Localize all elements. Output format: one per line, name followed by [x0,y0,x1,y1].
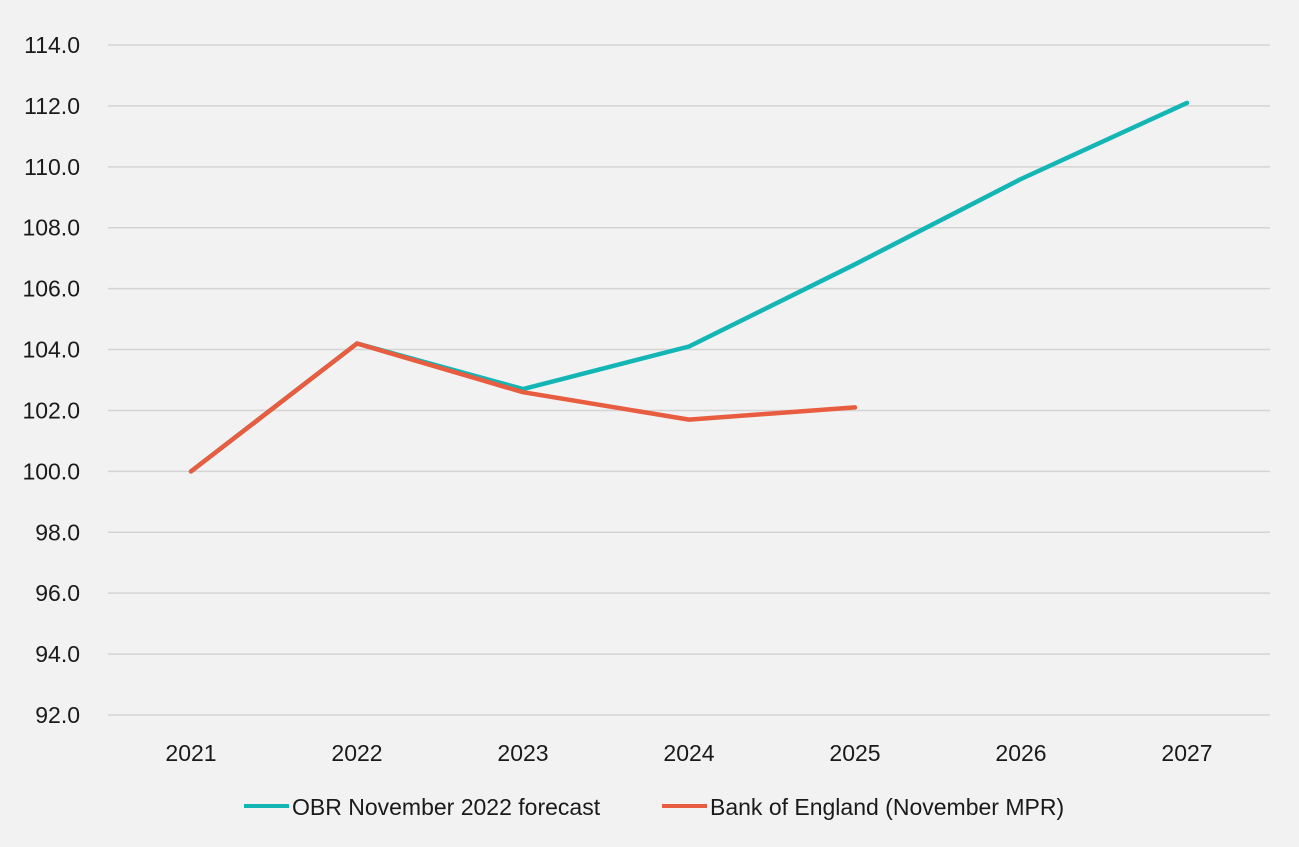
y-tick-label: 92.0 [35,702,80,728]
x-tick-label: 2027 [1161,740,1212,766]
y-tick-label: 96.0 [35,580,80,606]
x-tick-label: 2025 [829,740,880,766]
y-tick-label: 104.0 [22,337,80,363]
series-lines [188,100,1190,474]
legend: OBR November 2022 forecast Bank of Engla… [244,794,1064,820]
y-tick-label: 94.0 [35,641,80,667]
x-axis: 2021 2022 2023 2024 2025 2026 2027 [165,740,1212,766]
x-tick-label: 2026 [995,740,1046,766]
y-tick-label: 106.0 [22,276,80,302]
y-tick-label: 112.0 [24,93,80,119]
y-tick-label: 114.0 [24,32,80,58]
x-tick-label: 2021 [165,740,216,766]
y-tick-label: 100.0 [22,458,80,484]
gridlines [108,44,1270,716]
y-tick-label: 108.0 [22,215,80,241]
legend-label-obr: OBR November 2022 forecast [292,794,601,820]
x-tick-label: 2024 [663,740,714,766]
y-axis: 92.0 94.0 96.0 98.0 100.0 102.0 104.0 106.0 108.… [22,32,80,728]
y-tick-label: 110.0 [24,154,80,180]
series-line-obr [188,100,1190,474]
x-tick-label: 2023 [497,740,548,766]
x-tick-label: 2022 [331,740,382,766]
series-line-boe [188,341,858,474]
y-tick-label: 98.0 [35,519,80,545]
legend-label-boe: Bank of England (November MPR) [710,794,1064,820]
y-tick-label: 102.0 [22,397,80,423]
